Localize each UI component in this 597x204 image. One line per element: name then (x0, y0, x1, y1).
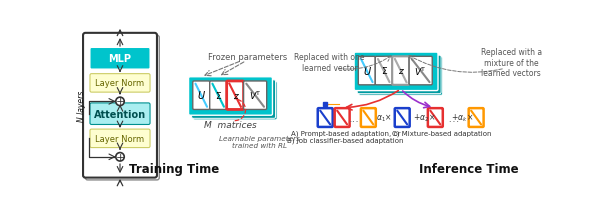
FancyBboxPatch shape (210, 82, 227, 110)
FancyBboxPatch shape (85, 36, 159, 180)
Text: Learnable parameters
trained with RL: Learnable parameters trained with RL (219, 136, 300, 149)
Text: ...: ... (445, 113, 459, 123)
Text: Training Time: Training Time (129, 163, 219, 175)
Text: Attention: Attention (94, 109, 146, 119)
FancyBboxPatch shape (189, 77, 272, 116)
Text: U: U (363, 66, 370, 76)
FancyBboxPatch shape (354, 53, 438, 91)
FancyBboxPatch shape (395, 109, 410, 127)
FancyBboxPatch shape (90, 103, 150, 125)
Circle shape (116, 98, 124, 106)
FancyBboxPatch shape (428, 109, 443, 127)
Text: Replaced with one
learned vector: Replaced with one learned vector (294, 53, 365, 72)
Text: N layers: N layers (77, 90, 86, 121)
FancyBboxPatch shape (193, 82, 277, 120)
FancyBboxPatch shape (335, 109, 350, 127)
FancyBboxPatch shape (359, 58, 442, 96)
Text: $\alpha_1\!\times$: $\alpha_1\!\times$ (376, 112, 393, 124)
Text: M  matrices: M matrices (204, 120, 257, 129)
Text: U: U (198, 91, 205, 101)
FancyBboxPatch shape (227, 82, 244, 110)
FancyBboxPatch shape (392, 57, 409, 85)
FancyBboxPatch shape (83, 34, 157, 178)
Text: C) Mixture-based adaptation: C) Mixture-based adaptation (392, 130, 491, 136)
FancyBboxPatch shape (192, 80, 276, 119)
FancyBboxPatch shape (193, 82, 210, 110)
Text: $V^\mathsf{T}$: $V^\mathsf{T}$ (249, 90, 261, 102)
Text: Frozen parameters: Frozen parameters (208, 53, 287, 62)
FancyBboxPatch shape (361, 109, 376, 127)
FancyBboxPatch shape (376, 57, 392, 85)
Text: $V^\mathsf{T}$: $V^\mathsf{T}$ (414, 65, 427, 77)
Text: Layer Norm: Layer Norm (96, 79, 144, 88)
Text: Σ: Σ (381, 67, 387, 76)
Text: Σ: Σ (216, 91, 221, 100)
Text: +: + (115, 152, 125, 162)
FancyBboxPatch shape (90, 74, 150, 93)
FancyBboxPatch shape (318, 109, 333, 127)
FancyBboxPatch shape (90, 130, 150, 148)
Text: MLP: MLP (109, 54, 131, 64)
Text: Layer Norm: Layer Norm (96, 134, 144, 143)
Text: +: + (115, 97, 125, 107)
FancyBboxPatch shape (244, 82, 267, 110)
Text: ...: ... (349, 113, 359, 123)
FancyBboxPatch shape (358, 57, 376, 85)
Text: Replaced with a
mixture of the
learned vectors: Replaced with a mixture of the learned v… (481, 48, 541, 78)
Text: z: z (233, 91, 238, 100)
FancyBboxPatch shape (409, 57, 432, 85)
Text: Inference Time: Inference Time (419, 163, 519, 175)
FancyBboxPatch shape (469, 109, 484, 127)
Text: z: z (398, 67, 403, 76)
FancyBboxPatch shape (357, 56, 441, 94)
FancyBboxPatch shape (90, 48, 150, 70)
Text: $+\alpha_k\!\times$: $+\alpha_k\!\times$ (451, 112, 473, 124)
Circle shape (116, 153, 124, 161)
Text: A) Prompt-based adaptation, or
B) Job classifier-based adaptation: A) Prompt-based adaptation, or B) Job cl… (287, 130, 404, 143)
Text: $+\alpha_2\!\times$: $+\alpha_2\!\times$ (413, 112, 435, 124)
